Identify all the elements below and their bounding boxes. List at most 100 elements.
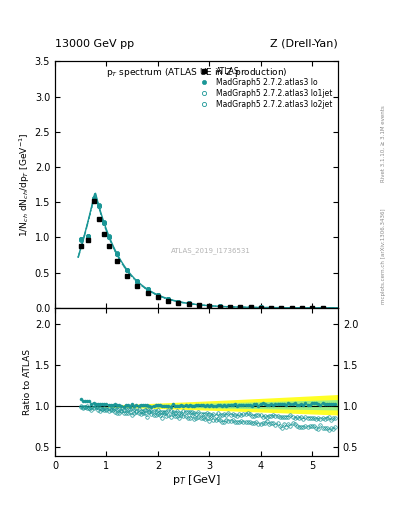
MadGraph5 2.7.2.atlas3 lo2jet (279, 305, 284, 311)
MadGraph5 2.7.2.atlas3 lo2jet (248, 304, 253, 310)
X-axis label: p$_T$ [GeV]: p$_T$ [GeV] (172, 473, 221, 487)
MadGraph5 2.7.2.atlas3 lo (135, 278, 140, 284)
MadGraph5 2.7.2.atlas3 lo1jet (238, 304, 242, 310)
MadGraph5 2.7.2.atlas3 lo2jet (145, 286, 150, 292)
MadGraph5 2.7.2.atlas3 lo2jet (114, 251, 119, 257)
ATLAS (107, 243, 111, 249)
MadGraph5 2.7.2.atlas3 lo1jet (166, 296, 171, 302)
MadGraph5 2.7.2.atlas3 lo (176, 298, 181, 305)
MadGraph5 2.7.2.atlas3 lo (310, 305, 315, 311)
MadGraph5 2.7.2.atlas3 lo2jet (320, 305, 325, 311)
ATLAS (78, 243, 83, 249)
MadGraph5 2.7.2.atlas3 lo1jet (91, 196, 96, 202)
MadGraph5 2.7.2.atlas3 lo (125, 267, 129, 273)
MadGraph5 2.7.2.atlas3 lo1jet (217, 303, 222, 309)
MadGraph5 2.7.2.atlas3 lo1jet (310, 305, 315, 311)
MadGraph5 2.7.2.atlas3 lo1jet (207, 303, 212, 309)
MadGraph5 2.7.2.atlas3 lo1jet (228, 304, 232, 310)
ATLAS (145, 289, 150, 295)
MadGraph5 2.7.2.atlas3 lo1jet (320, 305, 325, 311)
MadGraph5 2.7.2.atlas3 lo2jet (96, 203, 101, 209)
Y-axis label: Ratio to ATLAS: Ratio to ATLAS (23, 349, 32, 415)
MadGraph5 2.7.2.atlas3 lo1jet (186, 301, 191, 307)
ATLAS (96, 216, 101, 222)
ATLAS (320, 305, 325, 311)
MadGraph5 2.7.2.atlas3 lo1jet (107, 233, 111, 240)
ATLAS (228, 304, 232, 310)
Text: 13000 GeV pp: 13000 GeV pp (55, 38, 134, 49)
ATLAS (217, 304, 222, 310)
ATLAS (197, 303, 202, 309)
MadGraph5 2.7.2.atlas3 lo2jet (166, 296, 171, 302)
ATLAS (289, 305, 294, 311)
MadGraph5 2.7.2.atlas3 lo2jet (228, 304, 232, 310)
MadGraph5 2.7.2.atlas3 lo (96, 202, 101, 208)
MadGraph5 2.7.2.atlas3 lo2jet (186, 301, 191, 307)
MadGraph5 2.7.2.atlas3 lo (114, 250, 119, 257)
MadGraph5 2.7.2.atlas3 lo2jet (135, 279, 140, 285)
MadGraph5 2.7.2.atlas3 lo2jet (289, 305, 294, 311)
MadGraph5 2.7.2.atlas3 lo (248, 304, 253, 310)
MadGraph5 2.7.2.atlas3 lo (86, 233, 91, 239)
MadGraph5 2.7.2.atlas3 lo (166, 296, 171, 302)
MadGraph5 2.7.2.atlas3 lo1jet (114, 250, 119, 257)
ATLAS (259, 305, 263, 311)
MadGraph5 2.7.2.atlas3 lo (269, 305, 274, 311)
MadGraph5 2.7.2.atlas3 lo2jet (101, 220, 106, 226)
ATLAS (207, 303, 212, 309)
MadGraph5 2.7.2.atlas3 lo (207, 303, 212, 309)
ATLAS (186, 301, 191, 307)
MadGraph5 2.7.2.atlas3 lo (259, 305, 263, 311)
MadGraph5 2.7.2.atlas3 lo2jet (310, 305, 315, 311)
MadGraph5 2.7.2.atlas3 lo1jet (248, 304, 253, 310)
ATLAS (269, 305, 274, 311)
ATLAS (135, 283, 140, 289)
MadGraph5 2.7.2.atlas3 lo (91, 195, 96, 201)
MadGraph5 2.7.2.atlas3 lo2jet (156, 292, 160, 298)
ATLAS (101, 231, 106, 237)
ATLAS (238, 304, 242, 310)
MadGraph5 2.7.2.atlas3 lo1jet (101, 220, 106, 226)
ATLAS (279, 305, 284, 311)
ATLAS (166, 297, 171, 304)
ATLAS (114, 258, 119, 264)
MadGraph5 2.7.2.atlas3 lo (279, 305, 284, 311)
MadGraph5 2.7.2.atlas3 lo2jet (269, 305, 274, 311)
MadGraph5 2.7.2.atlas3 lo2jet (107, 234, 111, 240)
Line: MadGraph5 2.7.2.atlas3 lo2jet: MadGraph5 2.7.2.atlas3 lo2jet (79, 197, 325, 310)
Text: Rivet 3.1.10, ≥ 3.1M events: Rivet 3.1.10, ≥ 3.1M events (381, 105, 386, 182)
MadGraph5 2.7.2.atlas3 lo2jet (299, 305, 304, 311)
MadGraph5 2.7.2.atlas3 lo (228, 304, 232, 310)
MadGraph5 2.7.2.atlas3 lo1jet (145, 286, 150, 292)
MadGraph5 2.7.2.atlas3 lo (299, 305, 304, 311)
MadGraph5 2.7.2.atlas3 lo (145, 286, 150, 292)
MadGraph5 2.7.2.atlas3 lo2jet (78, 237, 83, 243)
MadGraph5 2.7.2.atlas3 lo2jet (238, 304, 242, 310)
MadGraph5 2.7.2.atlas3 lo (186, 301, 191, 307)
ATLAS (310, 305, 315, 311)
MadGraph5 2.7.2.atlas3 lo1jet (96, 203, 101, 209)
MadGraph5 2.7.2.atlas3 lo1jet (279, 305, 284, 311)
ATLAS (86, 237, 91, 243)
ATLAS (299, 305, 304, 311)
MadGraph5 2.7.2.atlas3 lo2jet (259, 305, 263, 311)
MadGraph5 2.7.2.atlas3 lo1jet (135, 279, 140, 285)
ATLAS (91, 198, 96, 204)
MadGraph5 2.7.2.atlas3 lo1jet (259, 305, 263, 311)
MadGraph5 2.7.2.atlas3 lo2jet (125, 267, 129, 273)
MadGraph5 2.7.2.atlas3 lo (320, 305, 325, 311)
MadGraph5 2.7.2.atlas3 lo2jet (207, 303, 212, 309)
Text: ATLAS_2019_I1736531: ATLAS_2019_I1736531 (171, 247, 251, 253)
MadGraph5 2.7.2.atlas3 lo1jet (125, 267, 129, 273)
MadGraph5 2.7.2.atlas3 lo2jet (197, 302, 202, 308)
MadGraph5 2.7.2.atlas3 lo (78, 236, 83, 242)
Text: p$_T$ spectrum (ATLAS UE in Z production): p$_T$ spectrum (ATLAS UE in Z production… (106, 67, 287, 79)
MadGraph5 2.7.2.atlas3 lo2jet (176, 298, 181, 305)
MadGraph5 2.7.2.atlas3 lo1jet (269, 305, 274, 311)
MadGraph5 2.7.2.atlas3 lo (197, 302, 202, 308)
Line: MadGraph5 2.7.2.atlas3 lo: MadGraph5 2.7.2.atlas3 lo (79, 196, 325, 310)
Line: MadGraph5 2.7.2.atlas3 lo1jet: MadGraph5 2.7.2.atlas3 lo1jet (79, 197, 325, 310)
MadGraph5 2.7.2.atlas3 lo (217, 303, 222, 309)
Text: mcplots.cern.ch [arXiv:1306.3436]: mcplots.cern.ch [arXiv:1306.3436] (381, 208, 386, 304)
ATLAS (156, 294, 160, 301)
